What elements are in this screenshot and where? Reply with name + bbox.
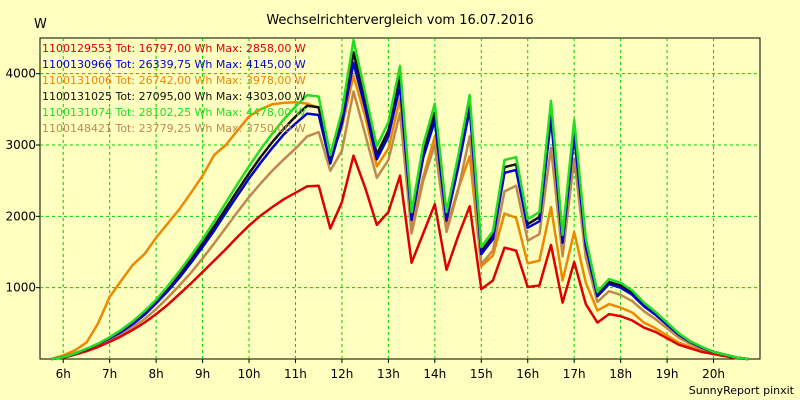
x-tick-label: 13h bbox=[377, 367, 400, 381]
series-line-2 bbox=[51, 61, 749, 361]
legend-entry-1: 1100129553 Tot: 16797,00 Wh Max: 2858,00… bbox=[42, 42, 306, 55]
x-tick-label: 14h bbox=[423, 367, 446, 381]
series-line-6 bbox=[51, 90, 749, 361]
x-tick-label: 8h bbox=[149, 367, 164, 381]
y-tick-label: 2000 bbox=[5, 209, 36, 223]
x-tick-label: 10h bbox=[238, 367, 261, 381]
series-line-1 bbox=[51, 154, 749, 361]
legend-entry-4: 1100131025 Tot: 27095,00 Wh Max: 4303,00… bbox=[42, 90, 306, 103]
x-tick-label: 11h bbox=[284, 367, 307, 381]
x-tick-label: 6h bbox=[56, 367, 71, 381]
x-tick-label: 17h bbox=[563, 367, 586, 381]
x-tick-label: 15h bbox=[470, 367, 493, 381]
x-tick-label: 19h bbox=[656, 367, 679, 381]
legend-entry-5: 1100131074 Tot: 28102,25 Wh Max: 4478,00… bbox=[42, 106, 306, 119]
chart-title: Wechselrichtervergleich vom 16.07.2016 bbox=[266, 13, 533, 28]
x-tick-label: 20h bbox=[702, 367, 725, 381]
x-tick-label: 16h bbox=[516, 367, 539, 381]
y-tick-label: 4000 bbox=[5, 67, 36, 81]
legend-entry-2: 1100130966 Tot: 26339,75 Wh Max: 4145,00… bbox=[42, 58, 306, 71]
x-tick-label: 12h bbox=[330, 367, 353, 381]
y-tick-label: 1000 bbox=[5, 281, 36, 295]
legend-entry-6: 1100148421 Tot: 23779,25 Wh Max: 3750,00… bbox=[42, 122, 306, 135]
credit-label: SunnyReport pinxit bbox=[689, 384, 795, 397]
series-line-5 bbox=[51, 38, 749, 361]
y-axis-unit: W bbox=[34, 17, 47, 32]
x-tick-label: 18h bbox=[609, 367, 632, 381]
x-tick-label: 9h bbox=[195, 367, 210, 381]
x-tick-label: 7h bbox=[102, 367, 117, 381]
y-tick-label: 3000 bbox=[5, 138, 36, 152]
legend-entry-3: 1100131006 Tot: 26742,00 Wh Max: 3978,00… bbox=[42, 74, 306, 87]
